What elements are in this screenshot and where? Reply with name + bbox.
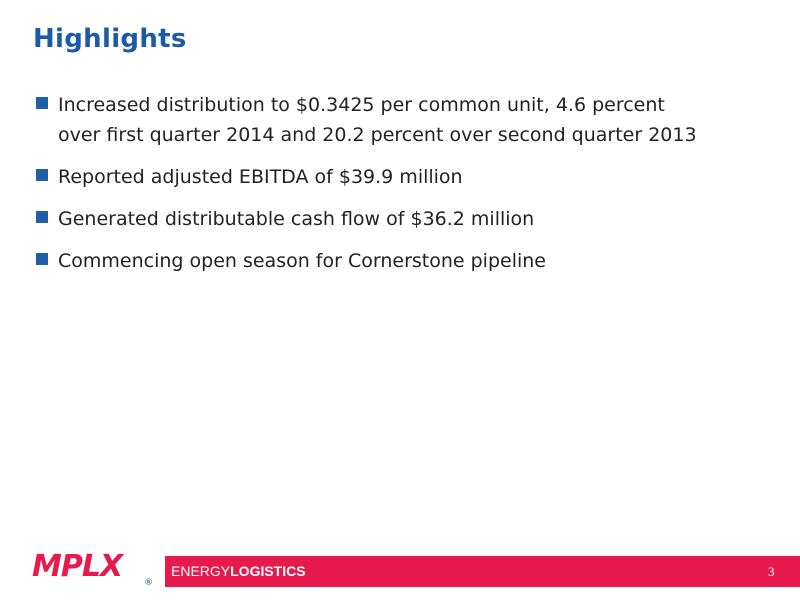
bullet-text: Increased distribution to $0.3425 per co… (58, 94, 665, 116)
bullet-text: Generated distributable cash flow of $36… (58, 208, 535, 230)
bullet-item: Commencing open season for Cornerstone p… (36, 246, 776, 276)
bullet-item: Increased distribution to $0.3425 per co… (36, 90, 776, 150)
bullet-marker (36, 253, 48, 265)
bullet-text: Commencing open season for Cornerstone p… (58, 250, 546, 272)
bullet-marker (36, 211, 48, 223)
tagline: ENERGYLOGISTICS (171, 563, 306, 579)
bullet-marker (36, 97, 48, 109)
logo: MPLX (32, 549, 123, 584)
bullet-item: Reported adjusted EBITDA of $39.9 millio… (36, 162, 776, 192)
slide-title: Highlights (33, 24, 187, 54)
footer-band (165, 556, 800, 587)
bullet-text: Reported adjusted EBITDA of $39.9 millio… (58, 166, 463, 188)
bullet-item: Generated distributable cash flow of $36… (36, 204, 776, 234)
bullet-text: over first quarter 2014 and 20.2 percent… (58, 124, 697, 146)
tagline-bold: LOGISTICS (230, 563, 306, 579)
page-number: 3 (768, 564, 775, 579)
bullet-marker (36, 169, 48, 181)
bullet-list: Increased distribution to $0.3425 per co… (36, 90, 776, 288)
tagline-light: ENERGY (171, 563, 231, 579)
registered-mark: ® (144, 578, 153, 588)
